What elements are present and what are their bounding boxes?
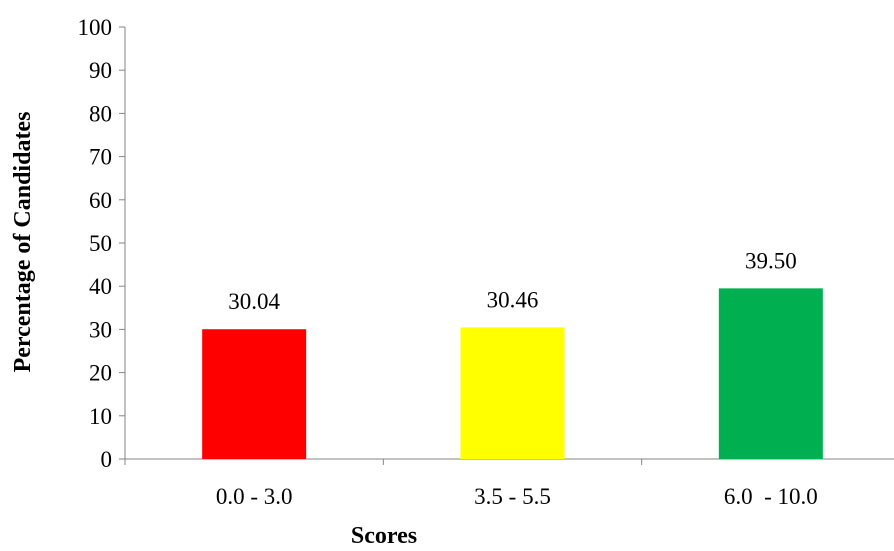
x-axis: 0.0 - 3.0 3.5 - 5.5 6.0 - 10.0 [124,458,894,509]
y-tick-label: 30 [89,317,112,342]
data-label: 39.50 [745,248,797,273]
y-tick-label: 20 [89,361,112,386]
y-tick-label: 100 [78,15,113,40]
y-tick-label: 40 [89,274,112,299]
y-tick-label: 90 [89,58,112,83]
y-tick-label: 60 [89,188,112,213]
x-axis-title: Scores [351,523,417,549]
bar [718,288,823,459]
x-tick-label: 0.0 - 3.0 [216,484,293,509]
y-axis: 0 10 20 30 40 50 60 70 80 90 100 [78,15,126,472]
data-label: 30.04 [228,289,280,314]
bar [202,329,307,459]
x-tick-label: 6.0 - 10.0 [724,484,818,509]
x-tick-label: 3.5 - 5.5 [474,484,551,509]
y-tick-label: 10 [89,404,112,429]
bars-group [202,288,823,459]
data-label: 30.46 [487,287,539,312]
bar [460,327,565,459]
y-axis-title: Percentage of Candidates [10,112,36,373]
y-tick-label: 80 [89,101,112,126]
y-tick-label: 70 [89,145,112,170]
y-tick-label: 50 [89,231,112,256]
data-labels-group: 30.04 30.46 39.50 [228,248,796,314]
y-tick-label: 0 [101,447,113,472]
